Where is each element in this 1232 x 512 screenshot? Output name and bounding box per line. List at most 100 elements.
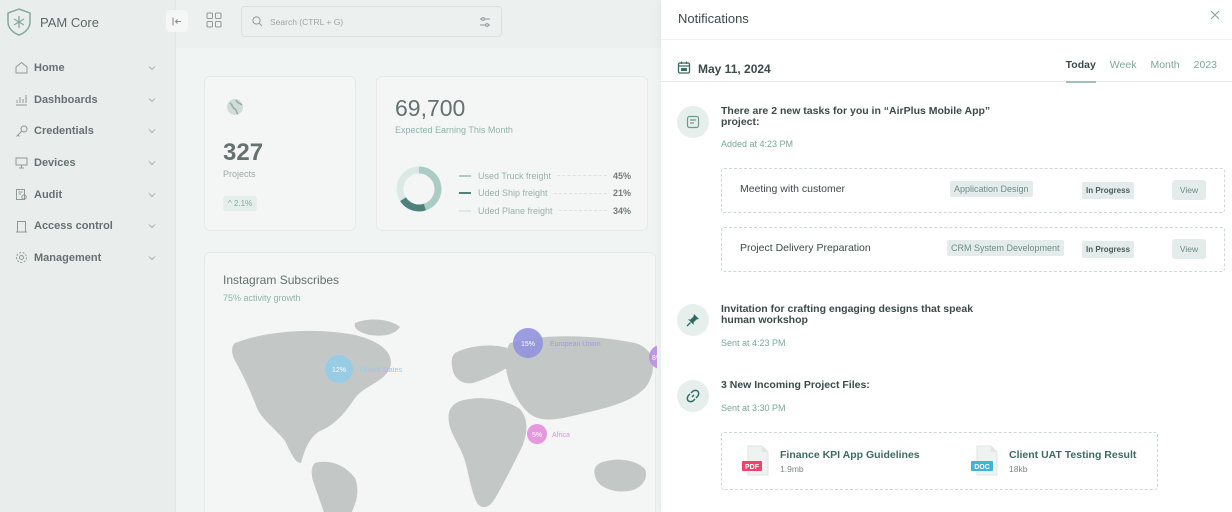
projects-change-badge: ^ 2.1% [223, 196, 258, 211]
sidebar-item-audit[interactable]: Audit [0, 179, 176, 211]
notification-title: 3 New Incoming Project Files: [721, 379, 870, 391]
earning-donut-chart [396, 166, 442, 212]
sidebar-item-access-control[interactable]: Access control [0, 210, 176, 242]
map-marker-pct: 12% [332, 367, 346, 374]
legend-swatch [459, 174, 471, 177]
donut-segment-2 [396, 166, 420, 202]
map-marker-label: Africa [552, 432, 570, 439]
task-tag: CRM System Development [947, 240, 1064, 256]
instagram-title: Instagram Subscribes [223, 273, 340, 287]
task-status-badge: In Progress [1082, 241, 1135, 258]
sidebar-item-home[interactable]: Home [0, 52, 176, 84]
collapse-icon [172, 17, 181, 25]
donut-segment-1 [400, 197, 426, 212]
chevron-down-icon [148, 129, 156, 134]
close-icon [1210, 10, 1220, 20]
instagram-subtitle: 75% activity growth [223, 293, 301, 303]
close-button[interactable] [1210, 10, 1222, 22]
projects-card: 327 Projects ^ 2.1% [204, 76, 356, 231]
sidebar-collapse-button[interactable] [166, 10, 188, 32]
legend-row: Used Truck freight 45% [459, 167, 631, 185]
map-marker-label: European Union [550, 341, 601, 348]
file-name: Client UAT Testing Result [1009, 448, 1137, 461]
file-item[interactable]: PDF Finance KPI App Guidelines 1.9mb [742, 445, 920, 477]
task-name: Meeting with customer [740, 183, 846, 195]
link-icon [677, 380, 709, 412]
donut-segment-0 [418, 166, 442, 211]
notification-time: Sent at 3:30 PM [721, 403, 786, 413]
shield-logo-icon [7, 8, 31, 36]
chevron-down-icon [148, 256, 156, 261]
sidebar-item-credentials[interactable]: Credentials [0, 115, 176, 147]
main-content: 327 Projects ^ 2.1% 69,700 Expected Earn… [176, 48, 661, 512]
world-map: 12% United States 15% European Union 5% … [232, 319, 657, 512]
earning-value: 69,700 [395, 95, 466, 121]
notification-time: Added at 4:23 PM [721, 139, 794, 149]
brand[interactable]: PAM Core [6, 8, 99, 36]
sidebar-item-devices[interactable]: Devices [0, 147, 176, 179]
file-type-label: PDF [745, 464, 760, 471]
sidebar-item-management[interactable]: Management [0, 242, 176, 274]
legend-name: Uded Plane freight [478, 205, 553, 216]
notification-item: 3 New Incoming Project Files: Sent at 3:… [677, 380, 1197, 430]
map-marker-pct: 8% [652, 355, 657, 362]
map-marker-africa[interactable]: 5% Africa [527, 424, 570, 444]
key-icon [14, 124, 28, 138]
brand-name: PAM Core [40, 14, 99, 30]
notification-title: There are 2 new tasks for you in “AirPlu… [721, 105, 991, 128]
tab-today[interactable]: Today [1065, 59, 1096, 83]
map-marker-eu[interactable]: 15% European Union [513, 328, 601, 358]
apps-grid-icon[interactable] [206, 12, 222, 28]
audit-icon [14, 188, 28, 202]
chart-icon [14, 93, 28, 107]
search-input[interactable]: Search (CTRL + G) [270, 16, 344, 27]
projects-label: Projects [223, 169, 256, 179]
sidebar-item-label: Credentials [34, 125, 94, 138]
task-name: Project Delivery Preparation [740, 242, 871, 254]
filter-icon[interactable] [479, 16, 491, 28]
map-marker-asia[interactable]: 8% [649, 345, 657, 369]
task-card[interactable]: Project Delivery Preparation CRM System … [721, 227, 1225, 272]
map-marker-pct: 15% [521, 341, 535, 348]
sidebar-nav: Home Dashboards Credentials Devices Audi… [0, 52, 176, 274]
task-icon [677, 106, 709, 138]
task-card[interactable]: Meeting with customer Application Design… [721, 168, 1225, 213]
door-icon [14, 219, 28, 233]
tab-month[interactable]: Month [1150, 59, 1180, 71]
legend-name: Used Truck freight [478, 170, 552, 181]
tab-2023[interactable]: 2023 [1193, 59, 1217, 71]
view-button[interactable]: View [1172, 180, 1206, 200]
file-size: 18kb [1009, 463, 1028, 474]
earning-label: Expected Earning This Month [395, 125, 513, 135]
legend-pct: 34% [612, 205, 631, 216]
map-marker-us[interactable]: 12% United States [325, 355, 403, 383]
legend-swatch [459, 209, 471, 212]
sidebar-item-label: Access control [34, 220, 113, 233]
legend-pct: 45% [612, 170, 631, 181]
instagram-card: Instagram Subscribes 75% activity growth… [204, 252, 657, 512]
file-name: Finance KPI App Guidelines [780, 448, 920, 461]
sidebar-item-label: Audit [34, 188, 63, 201]
monitor-icon [14, 156, 28, 170]
overlay[interactable] [0, 0, 661, 512]
search-bar[interactable]: Search (CTRL + G) [241, 6, 502, 37]
panel-title: Notifications [678, 11, 749, 26]
search-icon [252, 16, 263, 27]
notification-time: Sent at 4:23 PM [721, 338, 786, 348]
sidebar-item-label: Dashboards [34, 93, 98, 106]
view-button[interactable]: View [1172, 239, 1206, 259]
sidebar-item-label: Devices [34, 156, 76, 169]
sidebar-item-dashboards[interactable]: Dashboards [0, 84, 176, 116]
gear-icon [14, 251, 28, 265]
tab-week[interactable]: Week [1109, 59, 1137, 71]
sidebar: PAM Core Home Dashboards Credentials Dev… [0, 0, 176, 512]
chevron-down-icon [148, 224, 156, 229]
notification-item: Invitation for crafting engaging designs… [677, 304, 1197, 354]
legend-row: Uded Ship freight 21% [459, 185, 631, 203]
doc-file-icon: DOC [971, 445, 1001, 477]
earning-card: 69,700 Expected Earning This Month Used … [376, 76, 648, 231]
file-item[interactable]: DOC Client UAT Testing Result 18kb [971, 445, 1136, 477]
task-status-badge: In Progress [1082, 182, 1135, 199]
projects-count: 327 [223, 139, 264, 166]
notification-title: Invitation for crafting engaging designs… [721, 303, 974, 326]
